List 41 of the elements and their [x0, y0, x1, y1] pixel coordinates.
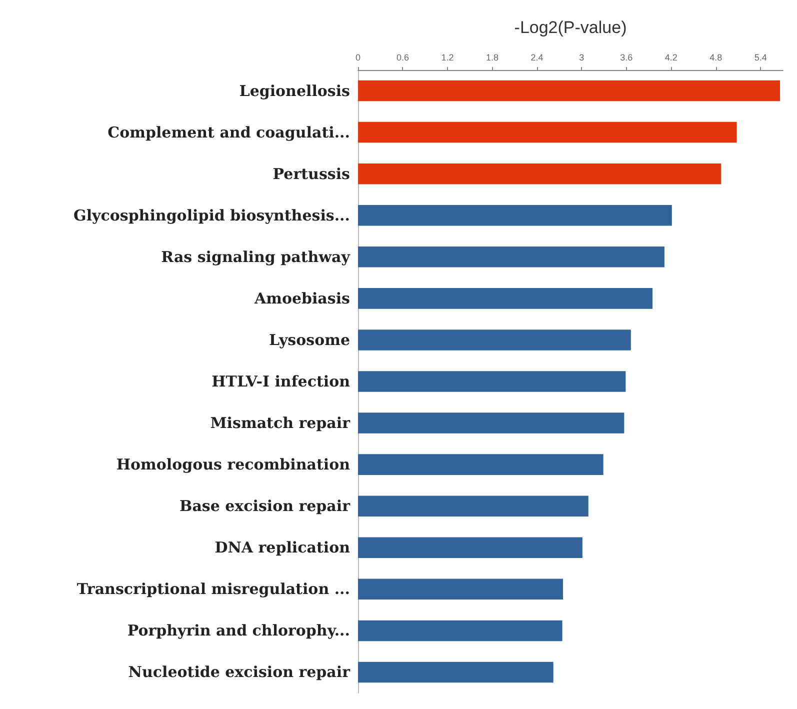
- bar: [358, 80, 780, 102]
- y-tick-label: HTLV-I infection: [212, 372, 350, 390]
- bar: [358, 246, 664, 268]
- x-tick-label: 0: [355, 52, 361, 62]
- x-tick-label: 3.6: [620, 52, 633, 62]
- y-tick-label: Pertussis: [272, 164, 350, 183]
- bar: [358, 371, 626, 392]
- x-tick-label: 2.4: [530, 52, 544, 62]
- bar: [358, 662, 554, 683]
- y-tick-label: Lysosome: [268, 330, 350, 349]
- x-tick-label: 4.8: [710, 52, 722, 62]
- x-tick-label: 0.6: [396, 52, 409, 62]
- bar: [358, 620, 562, 642]
- x-tick-label: 4.2: [664, 52, 678, 62]
- x-tick-label: 5.4: [754, 52, 767, 62]
- y-tick-label: Ras signaling pathway: [161, 248, 352, 266]
- x-tick-label: 3: [579, 52, 584, 62]
- y-tick-label: Glycosphingolipid biosynthesis...: [74, 206, 350, 224]
- x-tick-label: 1.8: [486, 52, 498, 62]
- y-tick-label: Porphyrin and chlorophy...: [127, 622, 350, 640]
- x-axis-title: -Log2(P-value): [514, 18, 627, 37]
- y-tick-label: Transcriptional misregulation ...: [76, 580, 350, 598]
- y-tick-label: DNA replication: [214, 538, 350, 557]
- y-tick-label: Homologous recombination: [116, 456, 350, 474]
- bar: [358, 496, 588, 516]
- bar: [358, 412, 624, 434]
- bar: [358, 454, 604, 475]
- bar: [358, 288, 653, 309]
- bar: [358, 537, 582, 558]
- y-tick-label: Mismatch repair: [210, 414, 352, 432]
- bar: [358, 122, 737, 143]
- y-tick-label: Complement and coagulati...: [108, 123, 350, 142]
- y-tick-label: Nucleotide excision repair: [128, 663, 352, 682]
- y-tick-label: Base excision repair: [180, 497, 352, 516]
- x-tick-label: 1.2: [441, 52, 454, 62]
- bar: [358, 578, 564, 600]
- y-tick-label: Amoebiasis: [253, 289, 350, 308]
- bar: [358, 163, 722, 184]
- y-tick-label: Legionellosis: [239, 82, 350, 100]
- bar: [358, 330, 631, 350]
- bar: [358, 204, 672, 226]
